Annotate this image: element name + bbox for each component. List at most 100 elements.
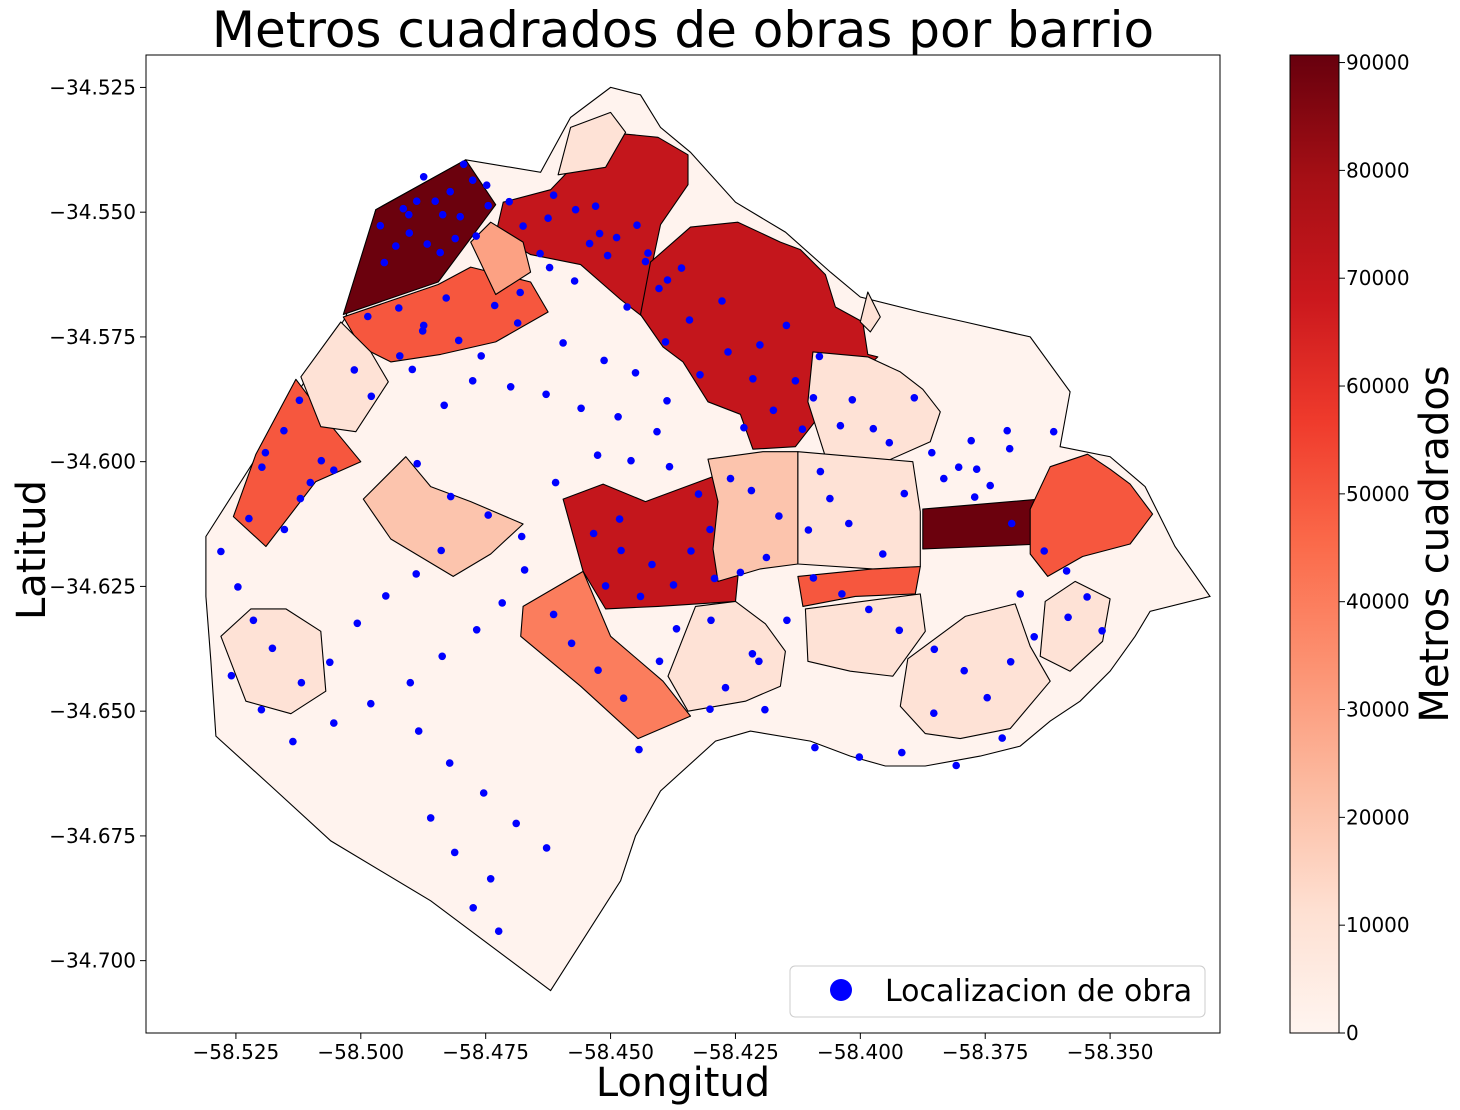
obra-point (234, 583, 242, 591)
obra-point (879, 550, 887, 558)
obra-point (414, 727, 423, 735)
obra-point (472, 626, 481, 634)
obra-point (486, 875, 495, 883)
obra-point (405, 210, 413, 219)
obra-point (249, 616, 258, 625)
obra-point (809, 394, 818, 402)
obra-point (408, 365, 417, 374)
obra-point (756, 341, 764, 349)
obra-point (376, 221, 385, 230)
obra-point (519, 222, 527, 230)
obra-point (477, 352, 486, 360)
obra-points-layer (217, 160, 1106, 935)
obra-point (663, 276, 672, 284)
obra-point (769, 406, 778, 415)
obra-point (506, 383, 515, 391)
obra-point (972, 465, 981, 474)
obra-point (617, 546, 625, 555)
obra-point (633, 221, 641, 229)
obra-point (612, 233, 621, 242)
legend-label: Localizacion de obra (885, 974, 1192, 1009)
obra-point (838, 590, 846, 598)
y-tick-label: −34.675 (49, 824, 136, 848)
obra-point (512, 819, 520, 828)
obra-point (468, 176, 477, 184)
obra-point (930, 645, 939, 654)
obra-point (418, 327, 427, 335)
barrio-region (807, 351, 941, 475)
obra-point (395, 304, 403, 312)
obra-point (382, 592, 390, 600)
obra-point (571, 205, 580, 214)
obra-point (791, 377, 800, 385)
obra-point (437, 546, 446, 555)
obra-point (710, 574, 719, 583)
obra-point (998, 734, 1006, 742)
obra-point (653, 427, 661, 436)
obra-point (804, 526, 813, 534)
obra-point (661, 338, 670, 346)
obra-point (782, 321, 791, 330)
obra-point (549, 610, 558, 619)
legend-box (789, 965, 1206, 1018)
x-tick-label: −58.350 (1067, 1040, 1154, 1064)
obra-point (551, 478, 560, 487)
obra-point (513, 319, 522, 327)
legend: Localizacion de obra (789, 965, 1206, 1018)
barrios-layer (220, 111, 1154, 740)
colorbar: 0 10000 20000 30000 40000 50000 60000 70000 8000… (1289, 51, 1458, 1045)
obra-point (900, 489, 909, 498)
obra-point (326, 658, 334, 667)
obra-point (960, 666, 968, 675)
obra-point (1083, 593, 1091, 601)
obra-point (1030, 633, 1038, 641)
obra-point (724, 348, 732, 356)
obra-point (406, 678, 415, 687)
x-tick-label: −58.425 (692, 1040, 779, 1064)
obra-point (367, 392, 376, 401)
x-tick-label: −58.500 (317, 1040, 404, 1064)
x-tick-label: −58.375 (942, 1040, 1029, 1064)
obra-point (484, 201, 493, 210)
obra-point (627, 456, 635, 465)
y-axis-label: Latitud (9, 480, 55, 620)
obra-point (446, 492, 455, 501)
obra-point (677, 264, 686, 272)
obra-point (940, 474, 948, 483)
obra-point (775, 512, 783, 520)
obra-point (1098, 627, 1106, 635)
colorbar-tick-label: 60000 (1346, 374, 1410, 398)
barrio-region (1029, 453, 1154, 577)
obra-point (631, 369, 640, 377)
obra-point (257, 705, 266, 714)
obra-point (364, 312, 372, 321)
obra-point (380, 258, 389, 267)
x-tick-label: −58.475 (442, 1040, 529, 1064)
x-tick-label: −58.525 (193, 1040, 280, 1064)
obra-point (520, 566, 529, 574)
y-tick-label: −34.650 (49, 699, 136, 723)
obra-point (268, 644, 277, 653)
obra-point (536, 249, 544, 258)
obra-point (1005, 444, 1014, 453)
obra-point (848, 396, 857, 404)
obra-point (440, 401, 449, 410)
obra-point (405, 229, 414, 237)
obra-point (412, 570, 421, 578)
obra-point (726, 474, 735, 483)
barrio-region (859, 291, 881, 333)
obra-point (544, 214, 552, 222)
obra-point (685, 316, 694, 324)
obra-point (718, 297, 726, 305)
obra-point (280, 525, 289, 534)
obra-point (459, 160, 468, 169)
obra-point (456, 212, 465, 221)
obra-point (736, 568, 745, 577)
obra-point (289, 737, 297, 746)
colorbar-tick-label: 40000 (1346, 590, 1410, 614)
obra-point (353, 619, 362, 628)
obra-point (740, 423, 748, 432)
obra-point (748, 650, 757, 658)
obra-point (783, 616, 791, 625)
